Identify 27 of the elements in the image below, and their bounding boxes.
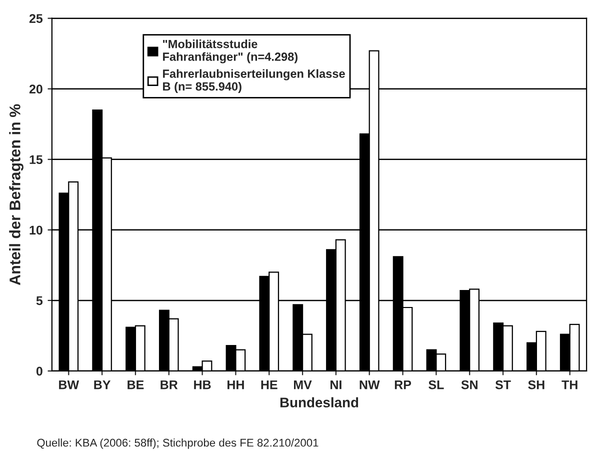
source-note: Quelle: KBA (2006: 58ff); Stichprobe des FE 82.210/2001 bbox=[37, 438, 318, 449]
x-tick-label: RP bbox=[394, 380, 412, 390]
legend-label: "Mobilitätsstudie Fahranfänger" (n=4.298) bbox=[163, 40, 298, 64]
x-tick-label: TH bbox=[562, 380, 578, 390]
y-tick-label: 10 bbox=[30, 226, 42, 235]
y-axis-title: Anteil der Befragten in % bbox=[9, 104, 24, 286]
y-tick-label: 15 bbox=[30, 155, 43, 164]
x-tick-label: ST bbox=[495, 380, 511, 390]
x-tick-label: MV bbox=[294, 380, 312, 390]
legend-label: Fahrerlaubniserteilungen Klasse B (n= 855.940) bbox=[163, 69, 345, 93]
y-tick-label: 20 bbox=[29, 84, 42, 94]
y-tick-label: 0 bbox=[36, 366, 42, 376]
x-tick-label: BR bbox=[160, 380, 178, 390]
y-tick-label: 5 bbox=[36, 296, 43, 306]
x-tick-label: HH bbox=[228, 380, 244, 390]
x-tick-label: NW bbox=[360, 380, 380, 390]
x-tick-label: NI bbox=[330, 380, 342, 390]
x-tick-label: SN bbox=[461, 380, 478, 390]
x-tick-label: BE bbox=[128, 380, 144, 390]
x-tick-label: HE bbox=[261, 380, 278, 390]
x-tick-label: HB bbox=[194, 380, 211, 390]
y-tick-label: 25 bbox=[29, 14, 43, 23]
x-tick-label: BY bbox=[94, 380, 111, 390]
x-axis-title: Bundesland bbox=[280, 397, 358, 408]
x-tick-label: SL bbox=[428, 380, 444, 390]
x-tick-label: SH bbox=[528, 380, 544, 390]
x-tick-label: BW bbox=[59, 380, 80, 390]
